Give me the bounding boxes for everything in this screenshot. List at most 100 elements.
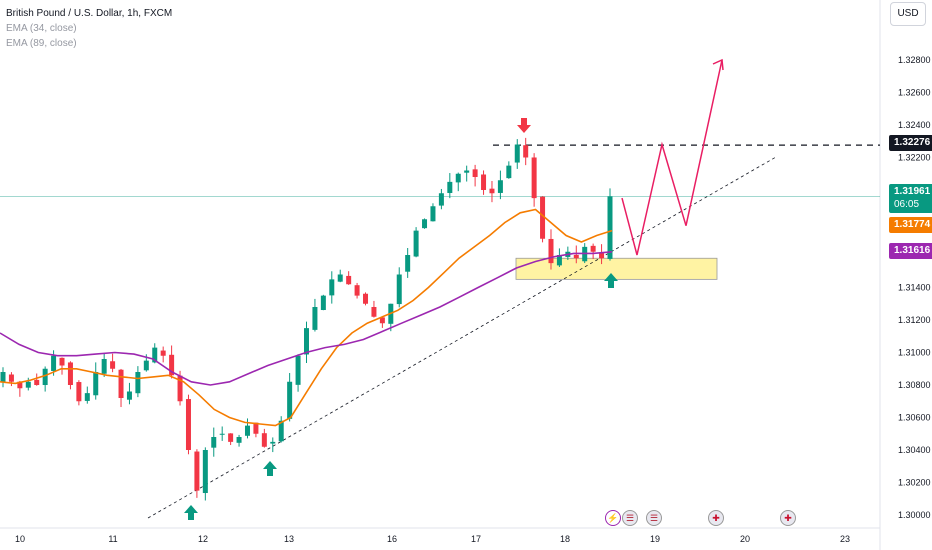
candle [379,317,385,324]
lightning-icon[interactable]: ⚡ [605,510,621,526]
candle [607,196,613,259]
candle [405,255,411,272]
bar-countdown: 06:05 [894,199,920,210]
candle [8,374,14,382]
buy-arrow-icon [604,273,618,288]
candle [93,372,99,396]
x-tick-label: 20 [740,534,750,544]
candle [17,381,23,389]
ema34-legend[interactable]: EMA (34, close) [6,23,77,34]
candle [506,165,512,179]
candle [464,170,470,173]
y-tick-label: 1.30000 [898,510,931,520]
y-tick-label: 1.31400 [898,283,931,293]
candle [540,196,546,239]
candle [556,255,562,266]
candle [244,425,250,436]
candle [287,381,293,419]
candle [447,181,453,193]
candle [101,359,107,374]
candle [329,279,335,296]
candle [177,375,183,402]
candle [295,355,301,385]
candle [599,253,605,259]
candle [126,391,132,400]
candle [312,307,318,330]
projection-path [621,59,723,256]
support-zone [515,257,718,280]
candle [0,372,6,382]
candle [110,361,116,369]
candle [497,180,503,193]
candle [228,433,234,442]
us-flag-icon[interactable]: ☰ [622,510,638,526]
ema34-price-tag: 1.31774 [889,217,932,233]
x-tick-label: 10 [15,534,25,544]
uk-flag-icon[interactable]: ✚ [780,510,796,526]
y-tick-label: 1.30200 [898,478,931,488]
candle [84,393,90,401]
candle [25,381,31,388]
candle [169,354,175,376]
sell-arrow-icon [517,118,531,133]
candle [143,360,149,371]
buy-arrow-icon [263,461,277,476]
x-tick-label: 19 [650,534,660,544]
candle [270,441,276,444]
trend-line [147,156,777,519]
us-flag-icon[interactable]: ☰ [646,510,662,526]
resistance-price-tag: 1.32276 [889,135,932,151]
candle [59,357,65,366]
x-tick-label: 18 [560,534,570,544]
y-tick-label: 1.32600 [898,88,931,98]
uk-flag-icon[interactable]: ✚ [708,510,724,526]
x-tick-label: 16 [387,534,397,544]
ema89-legend[interactable]: EMA (89, close) [6,38,77,49]
candle [422,219,428,229]
candle [185,399,191,450]
candle [118,369,124,398]
candle [438,193,444,206]
candle [236,437,242,443]
candle [202,450,208,494]
symbol-title[interactable]: British Pound / U.S. Dollar, 1h, FXCM [6,8,173,19]
y-tick-label: 1.32400 [898,120,931,130]
candle [152,347,158,363]
candle [320,295,326,311]
candle [67,362,73,385]
candle [455,173,461,183]
buy-arrow-icon [184,505,198,520]
candle [346,275,352,285]
y-tick-label: 1.30600 [898,413,931,423]
last-price-tag: 1.31961 06:05 [889,184,932,213]
ema89-price-tag: 1.31616 [889,243,932,259]
y-tick-label: 1.30400 [898,445,931,455]
candle [261,433,267,447]
chart-legend: British Pound / U.S. Dollar, 1h, FXCM EM… [6,6,172,51]
candle [363,293,369,304]
candle [514,144,520,163]
x-tick-label: 13 [284,534,294,544]
y-tick-label: 1.31000 [898,348,931,358]
candle [354,285,360,296]
currency-button[interactable]: USD [890,2,926,26]
candle [371,306,377,317]
x-tick-label: 12 [198,534,208,544]
candle [472,169,478,177]
candle [573,254,579,259]
y-tick-label: 1.31200 [898,315,931,325]
candle [413,230,419,257]
candle [590,245,596,252]
x-tick-label: 11 [108,534,117,544]
last-price-value: 1.31961 [894,186,931,197]
ema34-line [0,208,613,427]
ema89-line [0,251,613,386]
candle [160,350,166,356]
y-tick-label: 1.32800 [898,55,931,65]
candle [253,422,259,434]
candle [211,437,217,448]
y-tick-label: 1.32200 [898,153,931,163]
candle [135,372,141,394]
candle [219,433,225,435]
